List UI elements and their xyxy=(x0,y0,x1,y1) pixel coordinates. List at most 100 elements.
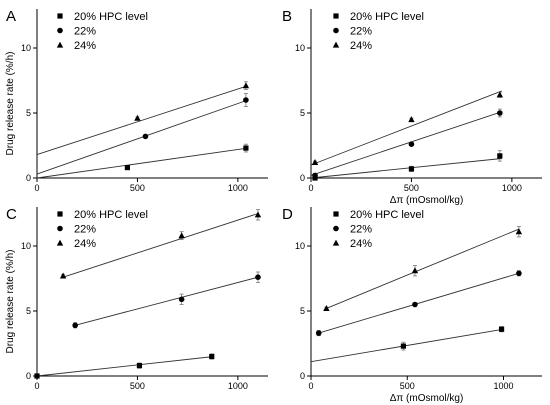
fit-line xyxy=(310,111,502,176)
legend: 20% HPC level 22% 24% xyxy=(56,209,148,250)
legend-marker xyxy=(333,27,339,34)
legend-marker xyxy=(57,225,63,232)
panel-letter: C xyxy=(6,206,17,223)
data-point xyxy=(497,153,503,159)
series-triangle xyxy=(323,226,523,311)
legend-entry: 20% HPC level xyxy=(350,11,424,23)
panel-letter: D xyxy=(282,206,293,223)
series-square xyxy=(36,143,249,179)
series-triangle xyxy=(310,90,504,166)
x-tick-label: 0 xyxy=(308,183,313,193)
series-triangle xyxy=(36,81,250,156)
fit-line xyxy=(36,99,249,175)
y-tick-label: 5 xyxy=(26,108,31,118)
fit-line xyxy=(75,276,259,326)
y-tick-label: 10 xyxy=(295,43,305,53)
x-tick-label: 1000 xyxy=(493,381,513,391)
axis-frame xyxy=(36,9,268,179)
fit-line xyxy=(310,90,502,166)
legend-marker xyxy=(57,27,63,34)
y-tick-label: 10 xyxy=(295,241,305,251)
legend-entry: 22% xyxy=(74,224,96,236)
data-point xyxy=(178,296,185,303)
data-point xyxy=(72,322,78,329)
data-point xyxy=(124,165,130,171)
series-circle xyxy=(310,108,503,179)
data-point xyxy=(498,326,505,332)
data-point xyxy=(136,363,143,369)
axis-frame xyxy=(310,207,542,377)
legend-marker xyxy=(57,13,63,19)
data-point xyxy=(255,274,261,281)
legend-entry: 24% xyxy=(350,238,372,250)
fit-line xyxy=(62,213,259,278)
legend-entry: 20% HPC level xyxy=(74,11,148,23)
legend-entry: 24% xyxy=(350,40,372,52)
y-tick-label: 10 xyxy=(21,241,31,251)
legend-marker xyxy=(56,239,64,246)
legend: 20% HPC level 22% 24% xyxy=(332,11,424,52)
axis-frame xyxy=(310,9,542,179)
panel-letter: B xyxy=(282,8,292,25)
y-tick-label: 5 xyxy=(300,306,305,316)
series-triangle xyxy=(59,209,262,279)
x-tick-label: 500 xyxy=(130,381,145,391)
axis-frame xyxy=(36,207,268,377)
legend: 20% HPC level 22% 24% xyxy=(56,11,148,52)
y-axis-label: Drug release rate (%/h) xyxy=(5,250,16,354)
y-tick-label: 0 xyxy=(300,371,305,381)
data-point xyxy=(178,232,185,239)
data-point xyxy=(254,211,262,218)
y-tick-label: 5 xyxy=(26,306,31,316)
data-point xyxy=(312,172,318,179)
fit-line xyxy=(326,228,520,309)
legend-marker xyxy=(56,41,64,48)
legend-entry: 20% HPC level xyxy=(74,209,148,221)
x-axis-label: Δπ (mOsmol/kg) xyxy=(390,393,464,404)
data-point xyxy=(496,91,504,98)
data-point xyxy=(497,110,503,116)
legend-entry: 22% xyxy=(350,26,372,38)
series-square xyxy=(34,353,215,379)
data-point xyxy=(515,228,523,235)
data-point xyxy=(412,301,418,308)
series-circle xyxy=(36,93,249,175)
data-point xyxy=(408,166,415,172)
x-tick-label: 500 xyxy=(404,183,419,193)
legend-entry: 24% xyxy=(74,238,96,250)
y-tick-label: 0 xyxy=(26,173,31,183)
x-tick-label: 500 xyxy=(130,183,145,193)
series-square xyxy=(310,326,505,363)
data-point xyxy=(59,272,67,279)
legend-entry: 20% HPC level xyxy=(350,209,424,221)
legend-marker xyxy=(332,239,340,246)
legend-marker xyxy=(333,211,339,217)
panel-d: D 0 500 1000 0 5 10 Δπ (mOsmol/kg) 20% HPC level… xyxy=(282,206,542,404)
y-tick-label: 5 xyxy=(300,108,305,118)
fit-line xyxy=(318,272,520,334)
legend-marker xyxy=(57,211,63,217)
fit-line xyxy=(310,158,502,179)
panel-c: C 0 500 1000 0 5 10 Drug release rate (%/h) 20% … xyxy=(5,206,268,391)
data-point xyxy=(408,141,415,147)
data-point xyxy=(315,330,322,336)
series-circle xyxy=(72,271,261,329)
x-axis-label: Δπ (mOsmol/kg) xyxy=(390,195,464,206)
fit-line xyxy=(36,85,249,156)
x-tick-label: 0 xyxy=(308,381,313,391)
fit-line xyxy=(36,147,248,179)
data-point xyxy=(408,116,415,123)
legend-marker xyxy=(333,225,339,232)
data-point xyxy=(242,82,250,89)
panel-a: A 0 500 1000 0 5 10 Drug release rate (%/h) 20% … xyxy=(5,8,268,193)
x-tick-label: 0 xyxy=(34,381,39,391)
y-tick-label: 0 xyxy=(300,173,305,183)
legend-entry: 22% xyxy=(74,26,96,38)
legend-marker xyxy=(333,13,339,19)
fit-line xyxy=(310,328,504,363)
data-point xyxy=(411,267,419,274)
data-point xyxy=(34,373,40,379)
x-tick-label: 1000 xyxy=(502,183,522,193)
x-tick-label: 0 xyxy=(34,183,39,193)
